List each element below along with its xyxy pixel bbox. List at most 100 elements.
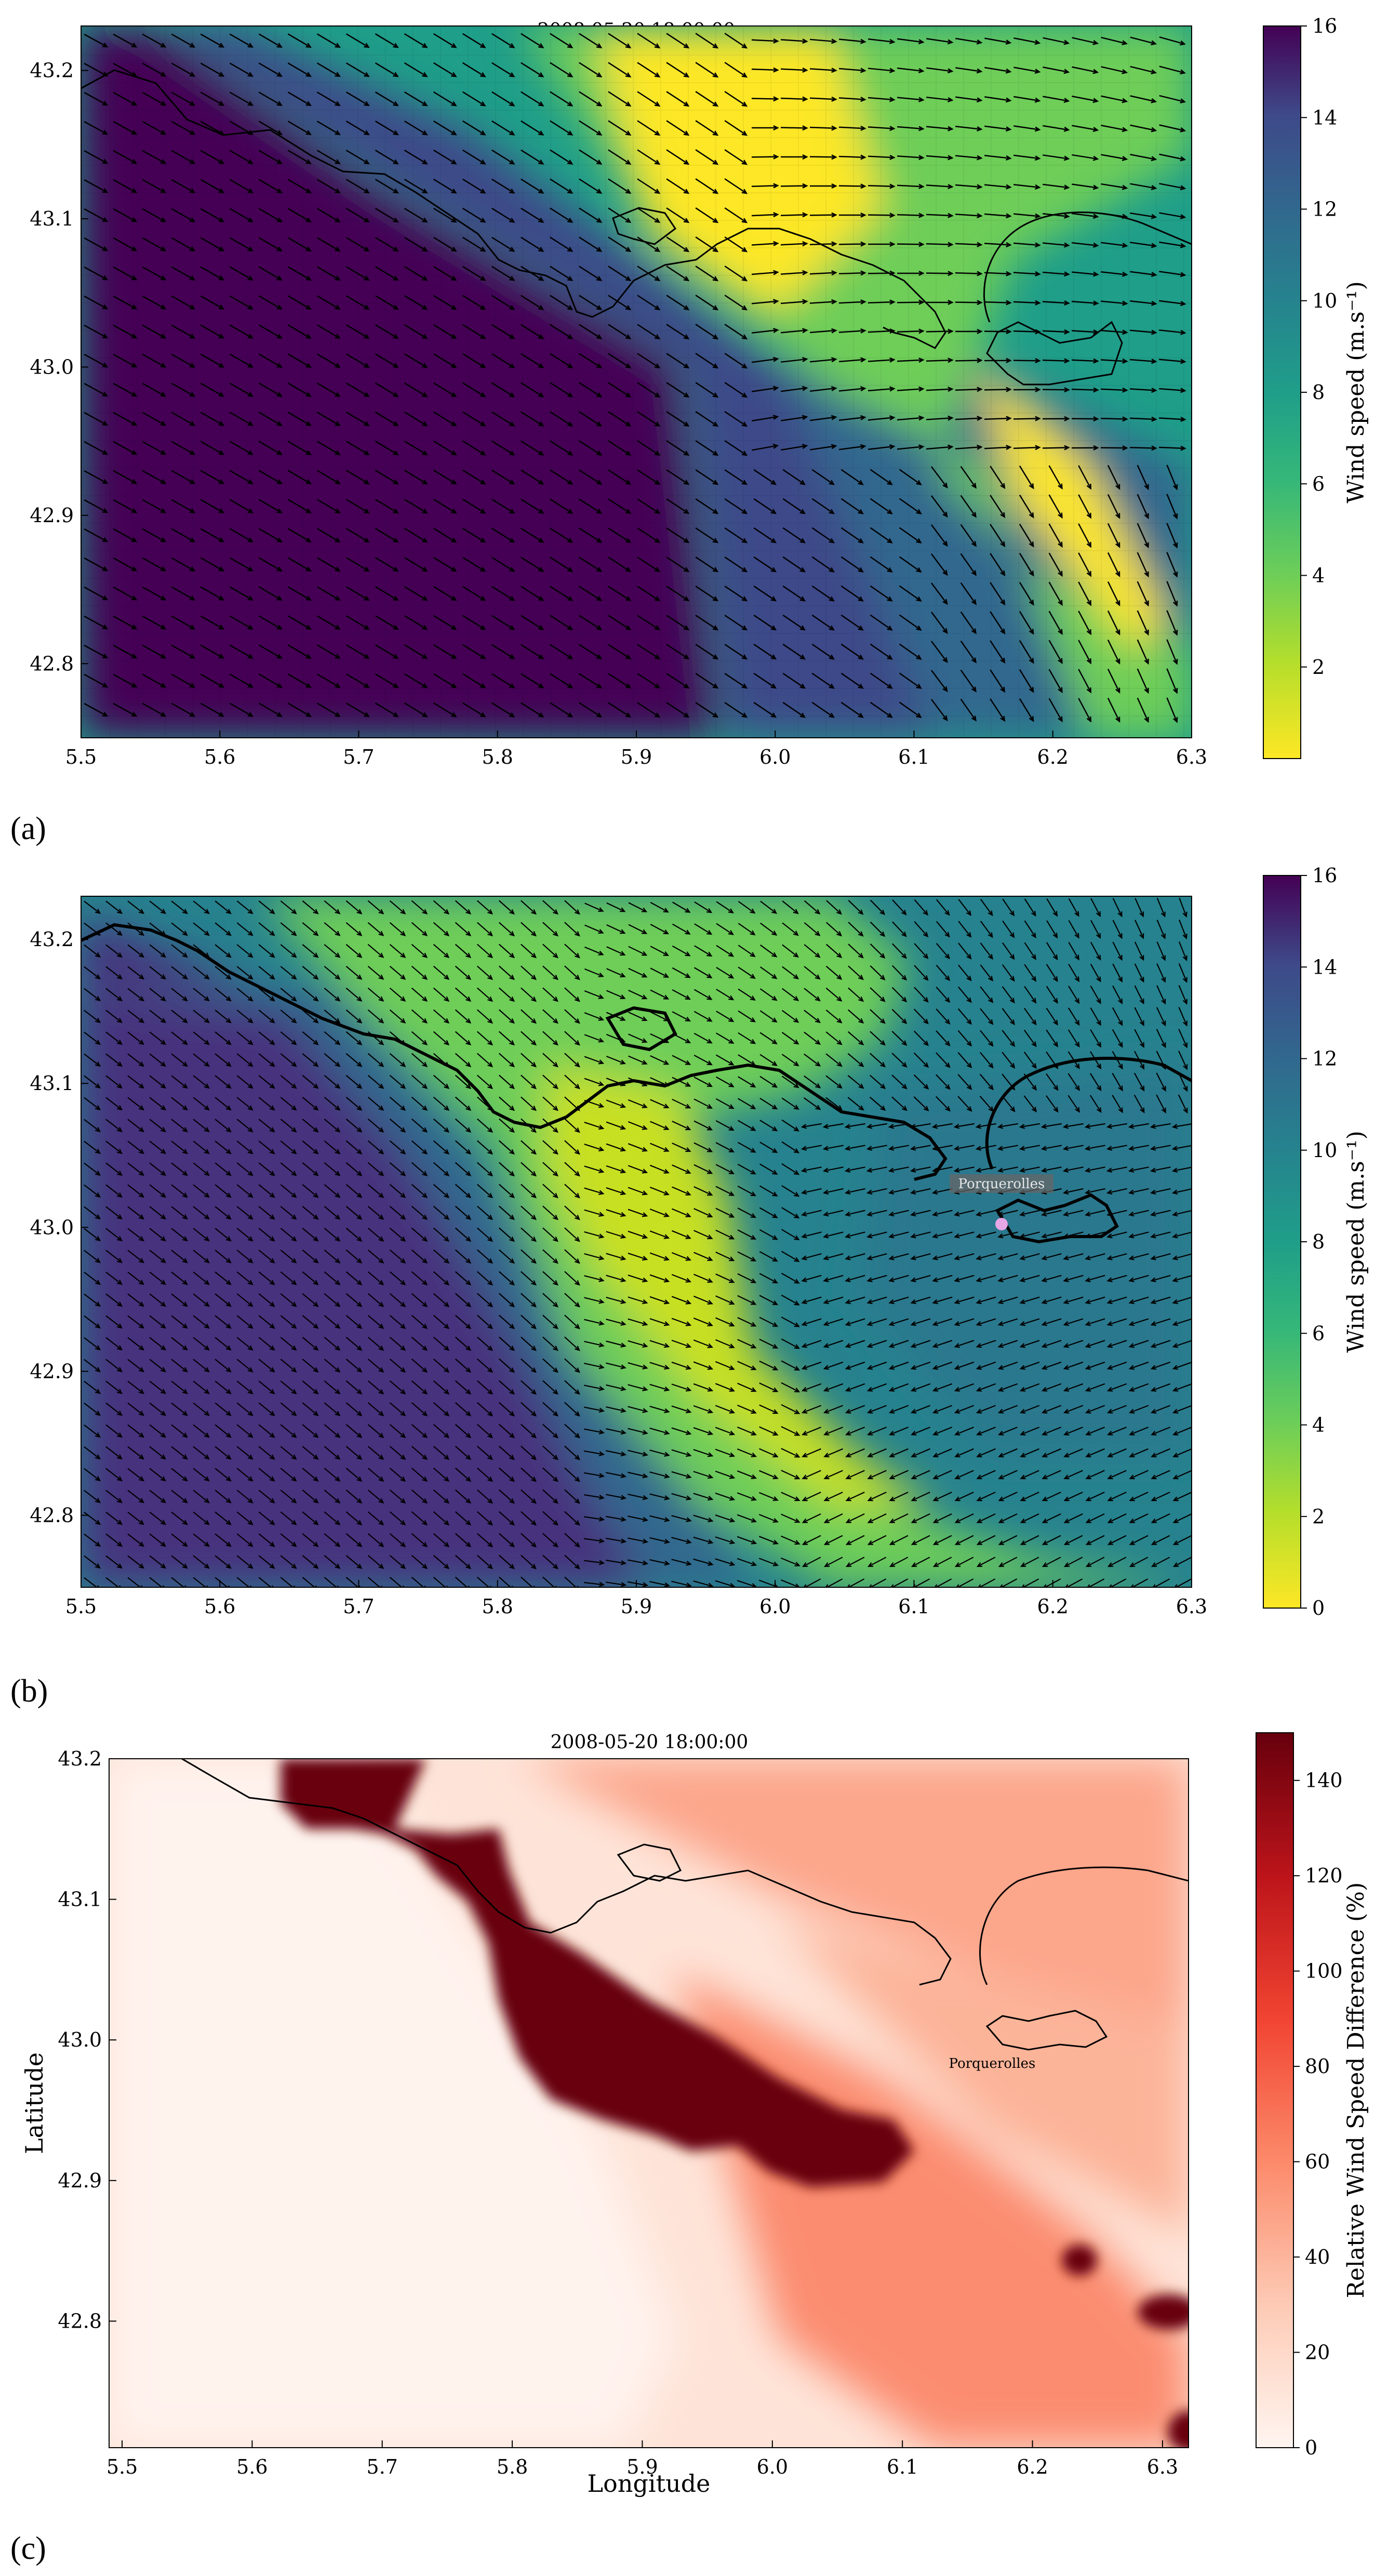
wind-arrow	[1112, 898, 1123, 917]
wind-arrow-head	[131, 654, 138, 659]
wind-arrow-head	[218, 43, 225, 48]
wind-arrow-head	[1151, 243, 1157, 248]
wind-arrow	[824, 1145, 844, 1150]
wind-arrow-head	[218, 683, 225, 688]
wind-arrow-head	[889, 1430, 895, 1436]
wind-arrow-head	[378, 1476, 384, 1482]
wind-arrow-head	[160, 1280, 166, 1285]
wind-arrow	[802, 1274, 822, 1282]
wind-arrow	[606, 924, 625, 934]
wind-arrow-head	[625, 247, 632, 253]
wind-arrow	[200, 411, 224, 426]
wind-arrow-head	[422, 1192, 428, 1199]
wind-arrow-head	[1117, 976, 1123, 983]
wind-arrow	[579, 644, 602, 659]
wind-arrow	[193, 1468, 209, 1481]
wind-arrow-head	[947, 213, 954, 218]
wind-arrow-head	[1029, 541, 1034, 548]
colorbar-tick-label: 16	[1312, 15, 1337, 37]
wind-arrow-head	[131, 712, 138, 717]
wind-arrow	[229, 208, 253, 222]
wind-arrow-head	[1139, 911, 1144, 918]
wind-arrow-head	[189, 246, 196, 251]
wind-arrow-head	[313, 1061, 319, 1067]
wind-arrow-head	[1150, 1124, 1156, 1129]
wind-arrow-head	[451, 188, 457, 194]
wind-arrow-head	[102, 595, 109, 601]
wind-arrow-head	[400, 1542, 406, 1547]
colorbar-tick-label: 4	[1312, 564, 1325, 587]
wind-arrow	[149, 1228, 166, 1241]
wind-arrow-head	[291, 1258, 297, 1264]
wind-arrow-head	[335, 1040, 341, 1045]
wind-arrow	[666, 498, 689, 514]
wind-arrow	[404, 411, 428, 427]
wind-arrow-head	[313, 952, 319, 958]
wind-arrow-head	[911, 1475, 917, 1480]
wind-arrow	[258, 237, 282, 251]
wind-arrow-head	[944, 1019, 951, 1025]
wind-arrow	[694, 945, 712, 957]
wind-arrow-head	[1096, 954, 1101, 961]
wind-arrow-head	[1106, 1365, 1113, 1370]
wind-arrow-head	[971, 628, 977, 634]
wind-arrow	[724, 702, 747, 718]
wind-arrow-head	[422, 1454, 428, 1460]
wind-arrow	[520, 1031, 536, 1045]
wind-arrow	[781, 1426, 799, 1436]
wind-arrow	[1086, 1339, 1105, 1348]
wind-arrow	[671, 1471, 691, 1478]
wind-arrow	[375, 644, 398, 659]
wind-arrow-head	[247, 1236, 253, 1242]
wind-arrow-head	[553, 1389, 558, 1395]
wind-arrow	[404, 265, 428, 281]
wind-arrow-head	[487, 1520, 493, 1526]
wind-arrow-head	[1058, 483, 1063, 490]
wind-arrow	[649, 1384, 669, 1391]
wind-arrow-head	[422, 537, 428, 543]
wind-arrow-head	[596, 43, 603, 49]
wind-arrow-head	[487, 1258, 493, 1264]
wind-arrow-head	[860, 154, 866, 160]
wind-arrow-head	[771, 1083, 778, 1088]
wind-arrow-head	[95, 1171, 101, 1176]
wind-arrow	[287, 615, 311, 630]
wind-arrow	[693, 1471, 713, 1478]
wind-arrow-head	[947, 444, 954, 450]
wind-arrow	[1151, 1231, 1171, 1238]
wind-arrow-head	[1062, 1124, 1069, 1129]
wind-arrow-head	[480, 566, 486, 572]
wind-arrow	[200, 673, 224, 688]
wind-arrow-head	[335, 1171, 341, 1176]
wind-arrow-head	[444, 974, 450, 980]
wind-arrow-head	[918, 270, 925, 276]
wind-arrow-head	[538, 480, 544, 485]
wind-arrow-head	[269, 1258, 275, 1264]
wind-arrow	[584, 902, 603, 912]
wind-arrow	[215, 1490, 231, 1503]
wind-arrow-head	[1117, 933, 1123, 939]
wind-arrow	[520, 236, 543, 252]
wind-arrow-head	[945, 1106, 951, 1112]
wind-arrow-head	[1035, 329, 1041, 335]
wind-arrow	[84, 1490, 100, 1503]
wind-arrow-head	[910, 1146, 916, 1151]
wind-arrow	[724, 33, 747, 48]
wind-arrow-head	[1019, 1211, 1025, 1217]
wind-arrow	[1178, 941, 1187, 961]
wind-arrow-head	[1052, 933, 1058, 939]
wind-arrow	[462, 236, 485, 252]
wind-arrow-head	[620, 929, 626, 934]
wind-arrow-head	[1107, 1518, 1113, 1523]
wind-arrow-head	[1106, 1189, 1113, 1195]
wind-arrow-head	[422, 683, 428, 688]
wind-arrow-head	[480, 625, 486, 630]
wind-arrow-head	[772, 415, 779, 420]
wind-arrow-head	[831, 241, 837, 247]
wind-arrow-head	[182, 1345, 188, 1351]
wind-arrow	[1173, 1166, 1192, 1172]
wind-arrow	[782, 469, 805, 485]
wind-arrow	[302, 988, 318, 1001]
wind-arrow	[930, 612, 948, 633]
wind-arrow-head	[247, 1389, 253, 1395]
